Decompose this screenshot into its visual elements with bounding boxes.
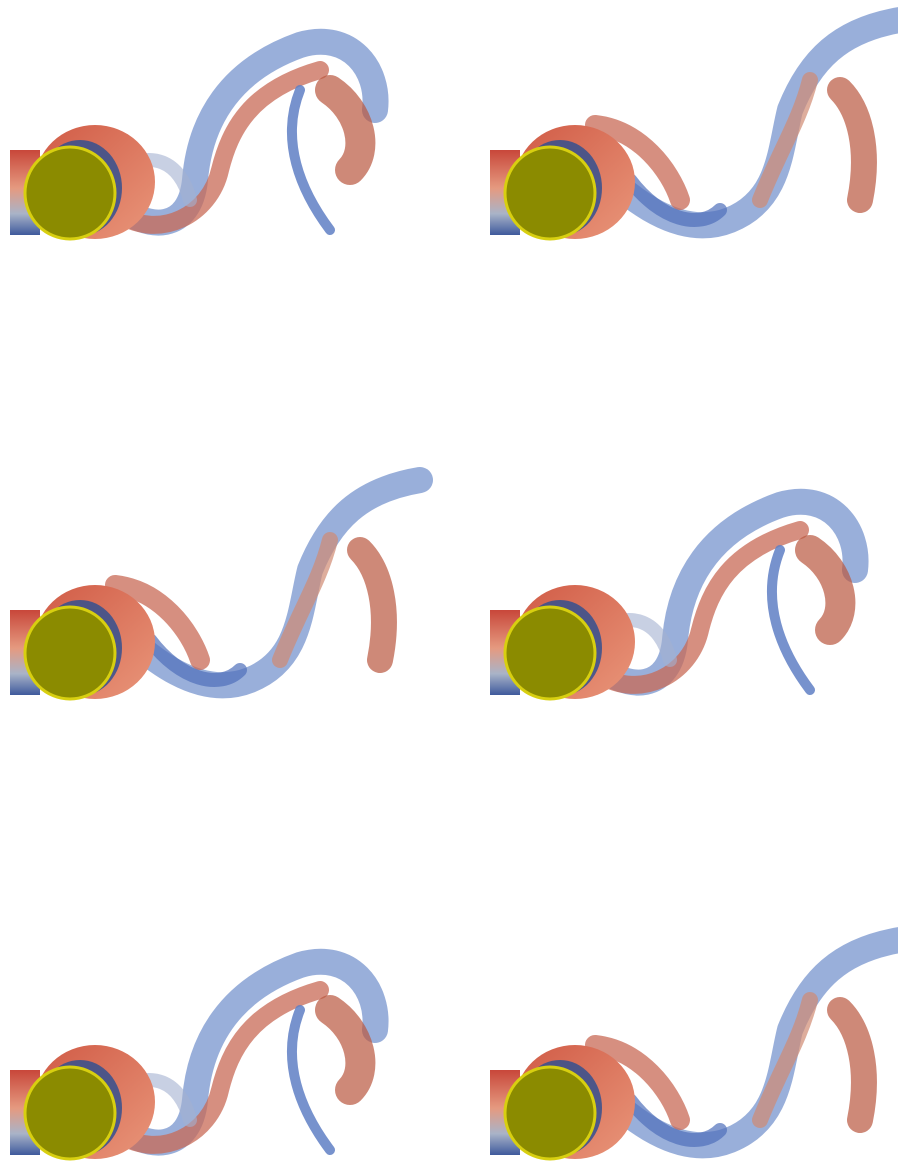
panel-4 xyxy=(490,502,856,699)
panel-3 xyxy=(10,480,420,699)
panel-1 xyxy=(10,42,376,239)
panel-5 xyxy=(10,962,376,1159)
figure xyxy=(0,0,898,1167)
panel-6 xyxy=(490,940,898,1159)
panel-2 xyxy=(490,20,898,239)
